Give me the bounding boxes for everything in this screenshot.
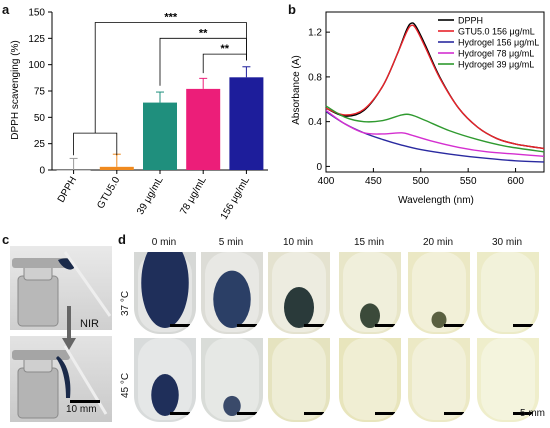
tube-photo-r1-c3 [339, 338, 401, 422]
legend-label-3: Hydrogel 78 μg/mL [458, 49, 534, 59]
bar-1 [99, 166, 134, 170]
bar-chart-xtick-label: 156 μg/mL [219, 175, 252, 220]
significance-bracket-2 [202, 53, 247, 74]
photo-weight-after [10, 336, 112, 422]
bar-chart-xtick-label: DPPH [56, 175, 79, 205]
panel-label-d: d [118, 232, 126, 247]
bar-chart-xtick-label: 39 μg/mL [135, 175, 166, 217]
bar-chart-xtick-label: GTU5.0 [95, 175, 122, 211]
line-chart-ylabel: Absorbance (A) [291, 55, 302, 124]
significance-label-2: ** [221, 43, 230, 55]
tube-photo-r1-c0 [134, 338, 196, 422]
line-chart-ytick-label: 0.4 [308, 117, 322, 128]
line-chart-frame [325, 11, 545, 173]
bar-chart-ylabel: DPPH scavenging (%) [10, 40, 21, 139]
tube-photo-r0-c5 [477, 252, 539, 334]
panel-label-a: a [2, 2, 10, 17]
legend-label-4: Hydrogel 39 μg/mL [458, 60, 534, 70]
time-label-0: 0 min [151, 237, 177, 248]
line-chart-xtick-label: 500 [412, 176, 429, 187]
bar-chart-xtick-label: 78 μg/mL [178, 175, 209, 217]
line-chart-ytick-label: 0.8 [308, 72, 322, 83]
time-label-4: 20 min [422, 237, 453, 248]
line-chart-xtick-label: 550 [460, 176, 477, 187]
panel-d-scale-text: 5 mm [520, 408, 545, 419]
legend-label-0: DPPH [458, 16, 483, 26]
line-chart-xlabel: Wavelength (nm) [398, 195, 474, 206]
row-label-45: 45 °C [120, 372, 131, 398]
line-chart-ytick-label: 1.2 [308, 28, 322, 39]
tube-photo-r0-c3 [339, 252, 401, 334]
tube-photo-r1-c5 [477, 338, 539, 422]
tube-photo-r1-c1 [201, 338, 263, 422]
bar-2 [143, 102, 177, 170]
panel-label-b: b [288, 2, 296, 17]
series-line-3 [325, 109, 545, 158]
panel-c-scale-text: 10 mm [66, 404, 97, 415]
tube-photo-r0-c2 [268, 252, 330, 334]
tube-photo-r0-c4 [408, 252, 470, 334]
significance-label-0: *** [164, 12, 178, 24]
bar-chart-ytick-label: 150 [28, 8, 45, 19]
tube-photo-r0-c1 [201, 252, 263, 334]
significance-label-1: ** [199, 27, 208, 39]
tube-photo-r0-c0 [134, 252, 196, 334]
bar-chart-ytick-label: 75 [34, 87, 46, 98]
time-label-3: 15 min [353, 237, 384, 248]
series-line-1 [325, 24, 545, 150]
panel-c-scale-bar [70, 400, 100, 403]
photo-weight-before [10, 246, 112, 330]
line-chart-xtick-label: 450 [365, 176, 382, 187]
time-label-5: 30 min [491, 237, 522, 248]
series-line-4 [325, 105, 545, 153]
line-chart-xtick-label: 600 [507, 176, 524, 187]
tube-photo-r1-c2 [268, 338, 330, 422]
tube-photo-r1-c4 [408, 338, 470, 422]
time-label-1: 5 min [218, 237, 244, 248]
row-label-37: 37 °C [120, 290, 131, 316]
legend-label-2: Hydrogel 156 μg/mL [458, 38, 539, 48]
bar-chart-ytick-label: 0 [39, 166, 45, 177]
significance-bracket-1 [159, 37, 247, 86]
bar-chart-ytick-label: 50 [34, 113, 46, 124]
panel-label-c: c [2, 232, 10, 247]
nir-arrow-icon [62, 306, 76, 350]
nir-label: NIR [80, 318, 99, 330]
bar-chart-scavenging: 0 25 50 75 100 125 150 DPPH GTU5.0 39 μg/mL 78 μg/… [10, 8, 268, 220]
line-chart-xtick-label: 400 [318, 176, 335, 187]
bar-3 [186, 88, 221, 170]
bar-chart-ytick-label: 100 [28, 60, 45, 71]
bar-4 [229, 77, 264, 170]
bar-chart-ytick-label: 25 [34, 139, 46, 150]
bar-chart-ytick-label: 125 [28, 34, 45, 45]
bracket-control-group [73, 132, 118, 156]
legend-label-1: GTU5.0 156 μg/mL [458, 27, 535, 37]
line-chart-ytick-label: 0 [316, 162, 322, 173]
time-label-2: 10 min [282, 237, 313, 248]
